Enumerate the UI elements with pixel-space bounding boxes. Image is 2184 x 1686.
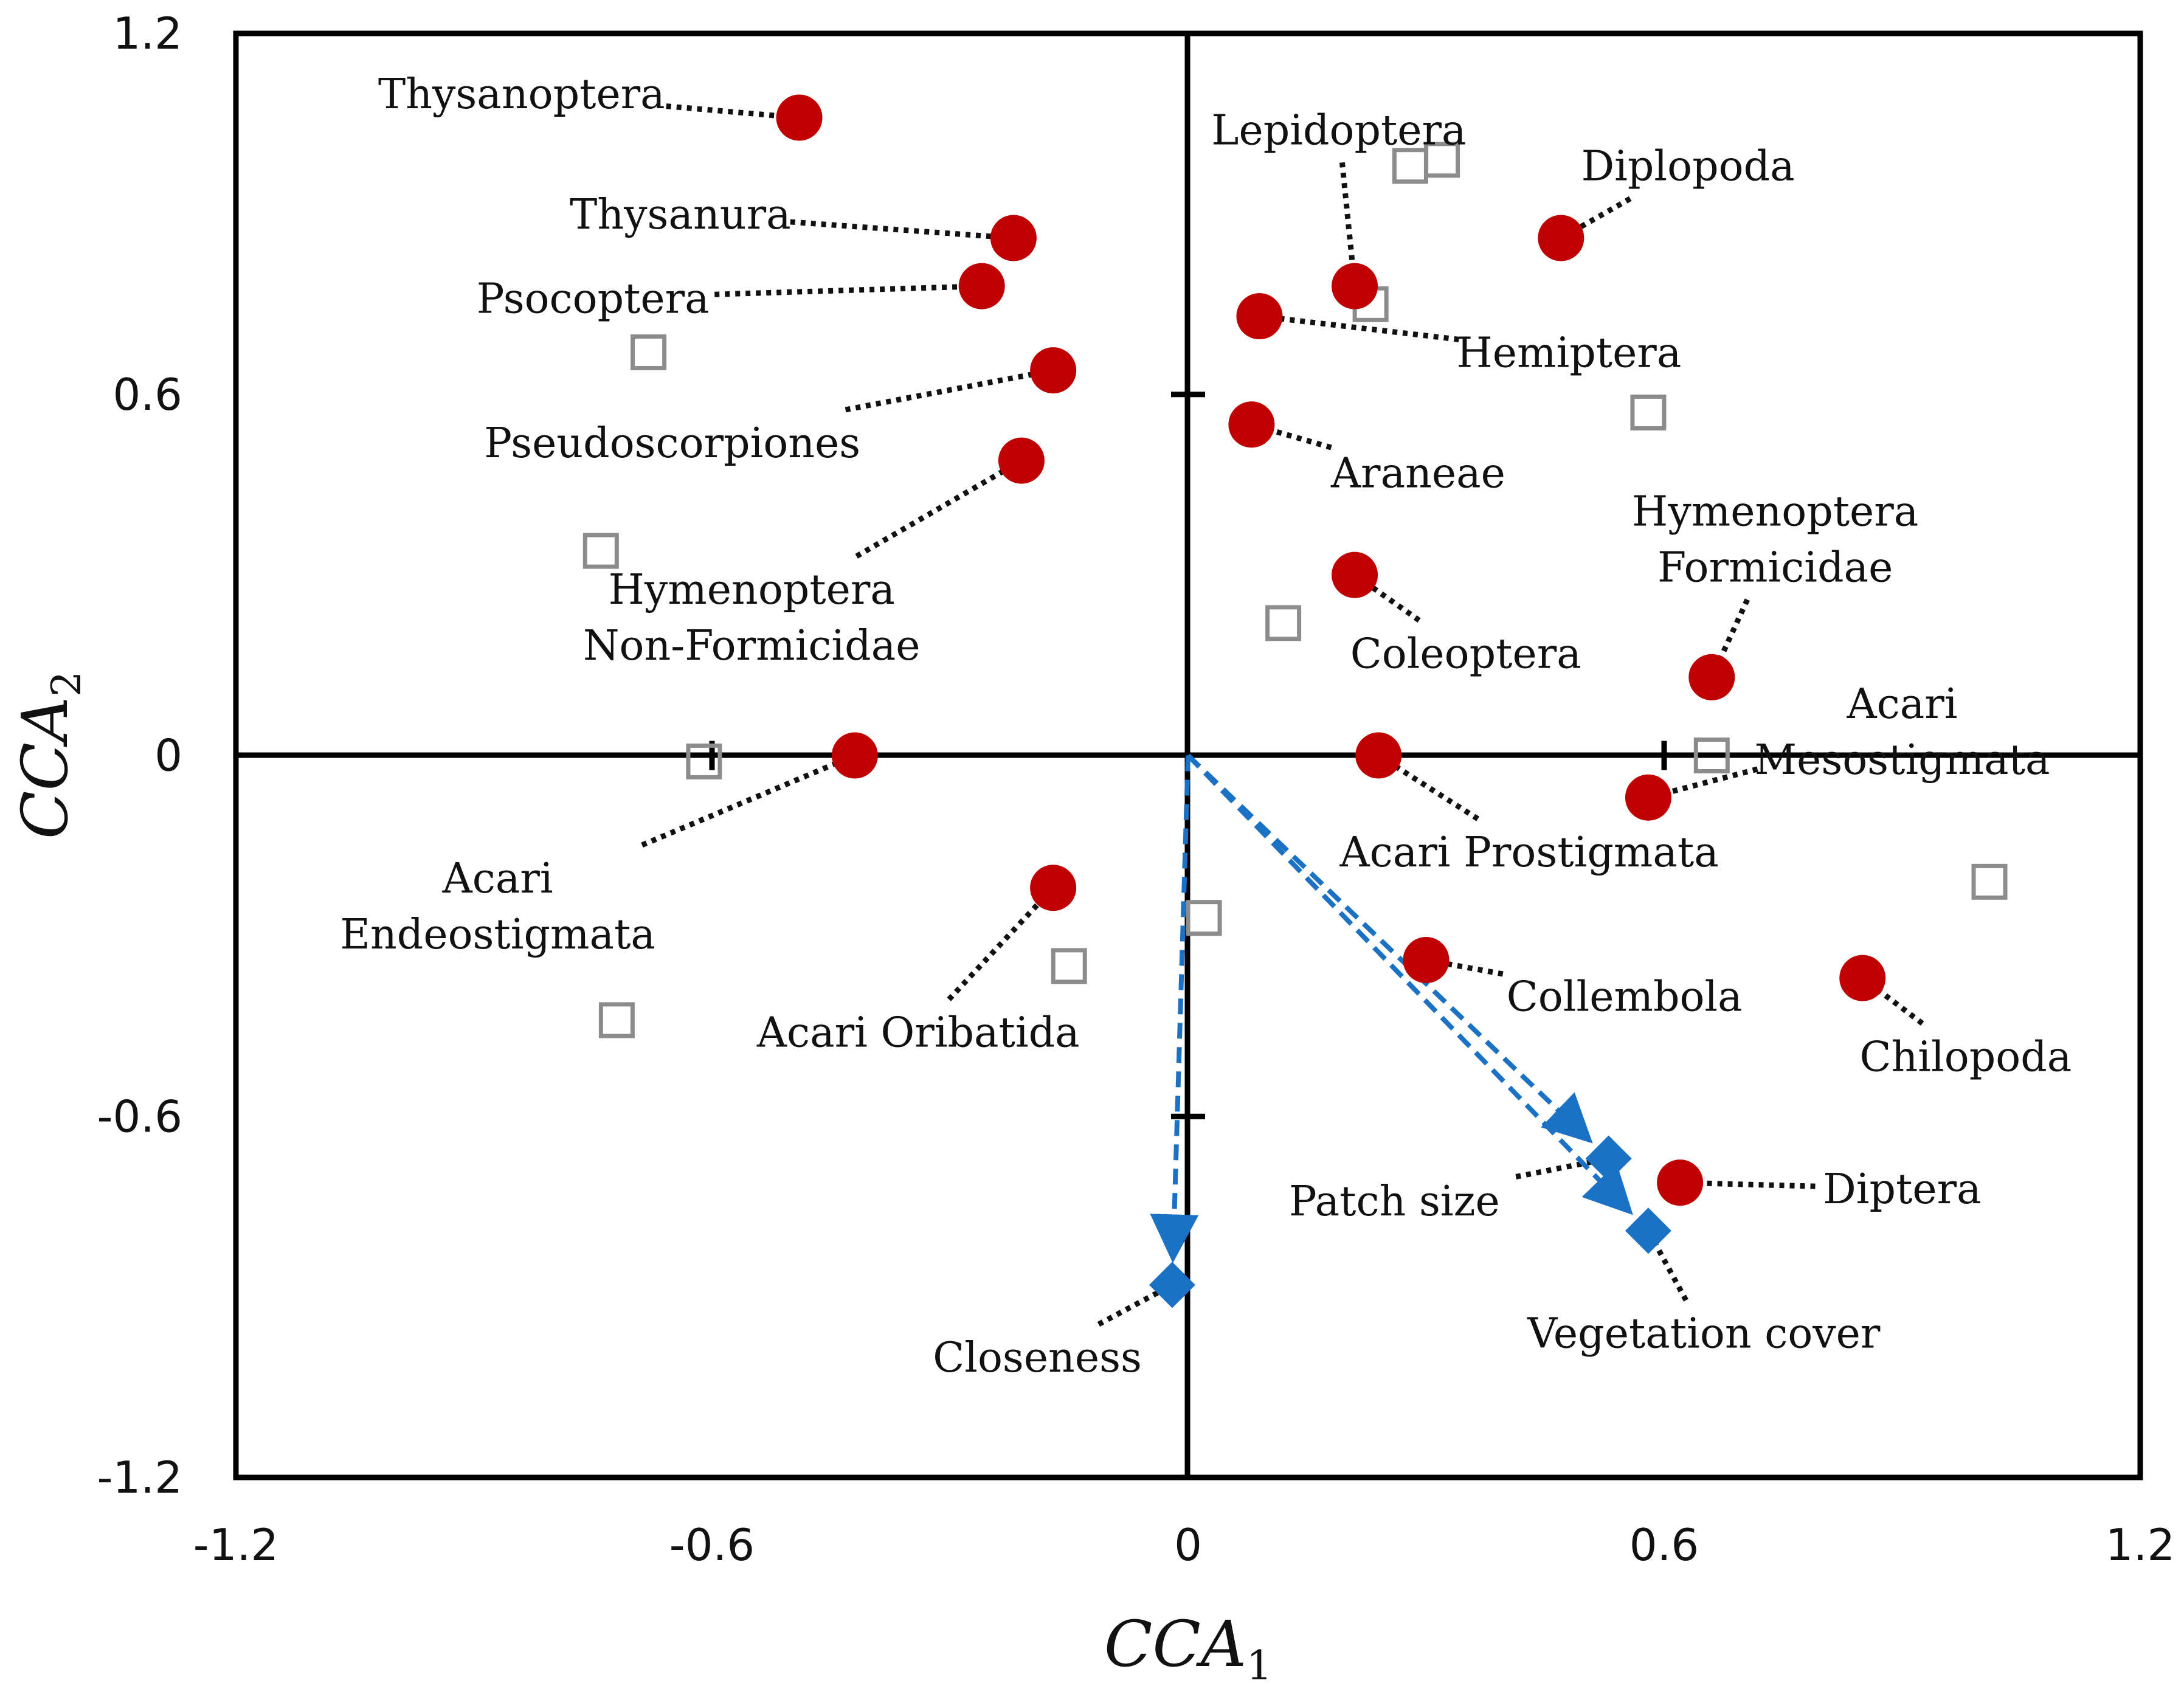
point-label: Coleoptera	[1350, 630, 1581, 678]
variable-markers	[1149, 1135, 1671, 1308]
point-label: Collembola	[1507, 973, 1743, 1021]
x-axis-title-main: CCA	[1104, 1607, 1246, 1681]
point-label: Mesostigmata	[1754, 736, 2050, 784]
point-label: Closeness	[933, 1334, 1142, 1382]
site-marker	[631, 334, 667, 370]
taxon-point	[990, 215, 1037, 261]
point-label: Pseudoscorpiones	[484, 420, 860, 468]
taxon-leader-line	[1679, 1180, 1816, 1189]
taxon-point	[1657, 1159, 1704, 1206]
taxon-leader-line	[947, 886, 1056, 1001]
variable-arrow	[1186, 753, 1593, 1144]
variable-leader-line	[1097, 1282, 1174, 1327]
site-markers	[582, 142, 2008, 1038]
tick-labels: -1.2 -0.6 0 0.6 1.2 1.2 0.6 0 -0.6 -1.2	[97, 8, 2175, 1570]
x-axis-title-subscript: 1	[1246, 1642, 1272, 1686]
taxon-point	[1332, 551, 1378, 598]
taxon-point	[1839, 955, 1886, 1001]
x-tick-label: -1.2	[193, 1519, 278, 1570]
point-label: Hymenoptera	[609, 566, 895, 614]
point-label: Lepidoptera	[1211, 106, 1466, 154]
x-axis-title: CCA1	[1104, 1607, 1272, 1686]
taxon-point	[1688, 654, 1735, 700]
point-label: Thysanura	[570, 191, 791, 239]
x-tick-label: 1.2	[2106, 1519, 2175, 1570]
taxon-leader-line	[845, 367, 1054, 413]
point-label: Thysanoptera	[378, 71, 665, 119]
y-tick-label: 0.6	[112, 369, 182, 420]
site-marker	[1693, 738, 1730, 773]
site-marker	[1186, 900, 1222, 936]
taxon-leader-line	[790, 219, 1014, 241]
taxon-point	[1625, 774, 1671, 821]
y-tick-label: -1.2	[97, 1452, 182, 1503]
x-tick-label: 0.6	[1629, 1519, 1699, 1570]
point-label: Chilopoda	[1859, 1033, 2072, 1081]
y-axis-title-main: CCA	[8, 697, 82, 839]
site-marker	[1051, 948, 1087, 984]
taxon-point	[1030, 347, 1077, 394]
variable-point	[1149, 1262, 1195, 1308]
point-label: Non-Formicidae	[583, 622, 921, 670]
variable-point	[1625, 1207, 1671, 1254]
taxon-leader-line	[1259, 313, 1459, 342]
site-marker	[1971, 863, 2008, 900]
point-label: Acari Prostigmata	[1339, 829, 1719, 877]
point-label: Acari Oribatida	[756, 1009, 1080, 1057]
point-label: Hymenoptera	[1632, 488, 1918, 536]
taxon-leader-line	[855, 458, 1023, 559]
site-marker	[686, 743, 722, 779]
point-label: Acari	[1847, 680, 1958, 728]
taxon-leader-line	[714, 283, 982, 297]
point-label: Diptera	[1823, 1166, 1981, 1214]
taxon-leader-line	[641, 753, 856, 848]
y-tick-label: 1.2	[112, 8, 182, 59]
point-label: Acari	[442, 855, 553, 903]
point-label: Vegetation cover	[1527, 1310, 1881, 1358]
variable-arrows	[1150, 753, 1633, 1263]
site-marker	[1424, 142, 1460, 178]
taxon-point	[1030, 865, 1077, 911]
taxon-point	[1538, 215, 1584, 261]
site-marker	[1265, 605, 1302, 641]
y-axis-title: CCA2	[8, 671, 90, 839]
taxon-point	[1332, 263, 1378, 309]
point-label: Hemiptera	[1456, 329, 1681, 377]
variable-point	[1585, 1135, 1632, 1182]
taxon-point	[1355, 732, 1402, 779]
taxon-point	[776, 94, 823, 141]
point-label: Formicidae	[1657, 544, 1893, 592]
y-tick-label: 0	[154, 730, 182, 781]
site-marker	[598, 1002, 635, 1038]
taxa-markers	[776, 94, 1886, 1206]
point-label: Patch size	[1289, 1178, 1500, 1226]
point-label: Endeostigmata	[340, 911, 655, 959]
point-label: Diplopoda	[1581, 143, 1795, 191]
point-labels: Thysanoptera Thysanura Psocoptera Pseudosco…	[340, 71, 2072, 1382]
point-label: Psocoptera	[477, 275, 710, 323]
taxon-leader-line	[666, 103, 800, 121]
site-marker	[1630, 394, 1667, 430]
variable-arrow	[1150, 755, 1199, 1263]
taxon-point	[831, 732, 878, 779]
taxon-leader-line	[1251, 421, 1332, 451]
x-tick-label: -0.6	[669, 1519, 755, 1570]
taxon-point	[958, 263, 1005, 309]
taxon-point	[1228, 401, 1275, 448]
taxon-point	[998, 437, 1045, 484]
taxon-point	[1236, 293, 1283, 340]
y-tick-label: -0.6	[97, 1091, 182, 1142]
site-marker	[582, 533, 619, 569]
taxon-leader-line	[1709, 598, 1750, 679]
leader-lines	[641, 103, 1924, 1327]
y-axis-title-subscript: 2	[43, 671, 90, 697]
variable-arrow	[1186, 753, 1633, 1215]
point-label: Araneae	[1330, 449, 1505, 497]
taxon-point	[1403, 936, 1450, 983]
x-tick-label: 0	[1174, 1519, 1202, 1570]
